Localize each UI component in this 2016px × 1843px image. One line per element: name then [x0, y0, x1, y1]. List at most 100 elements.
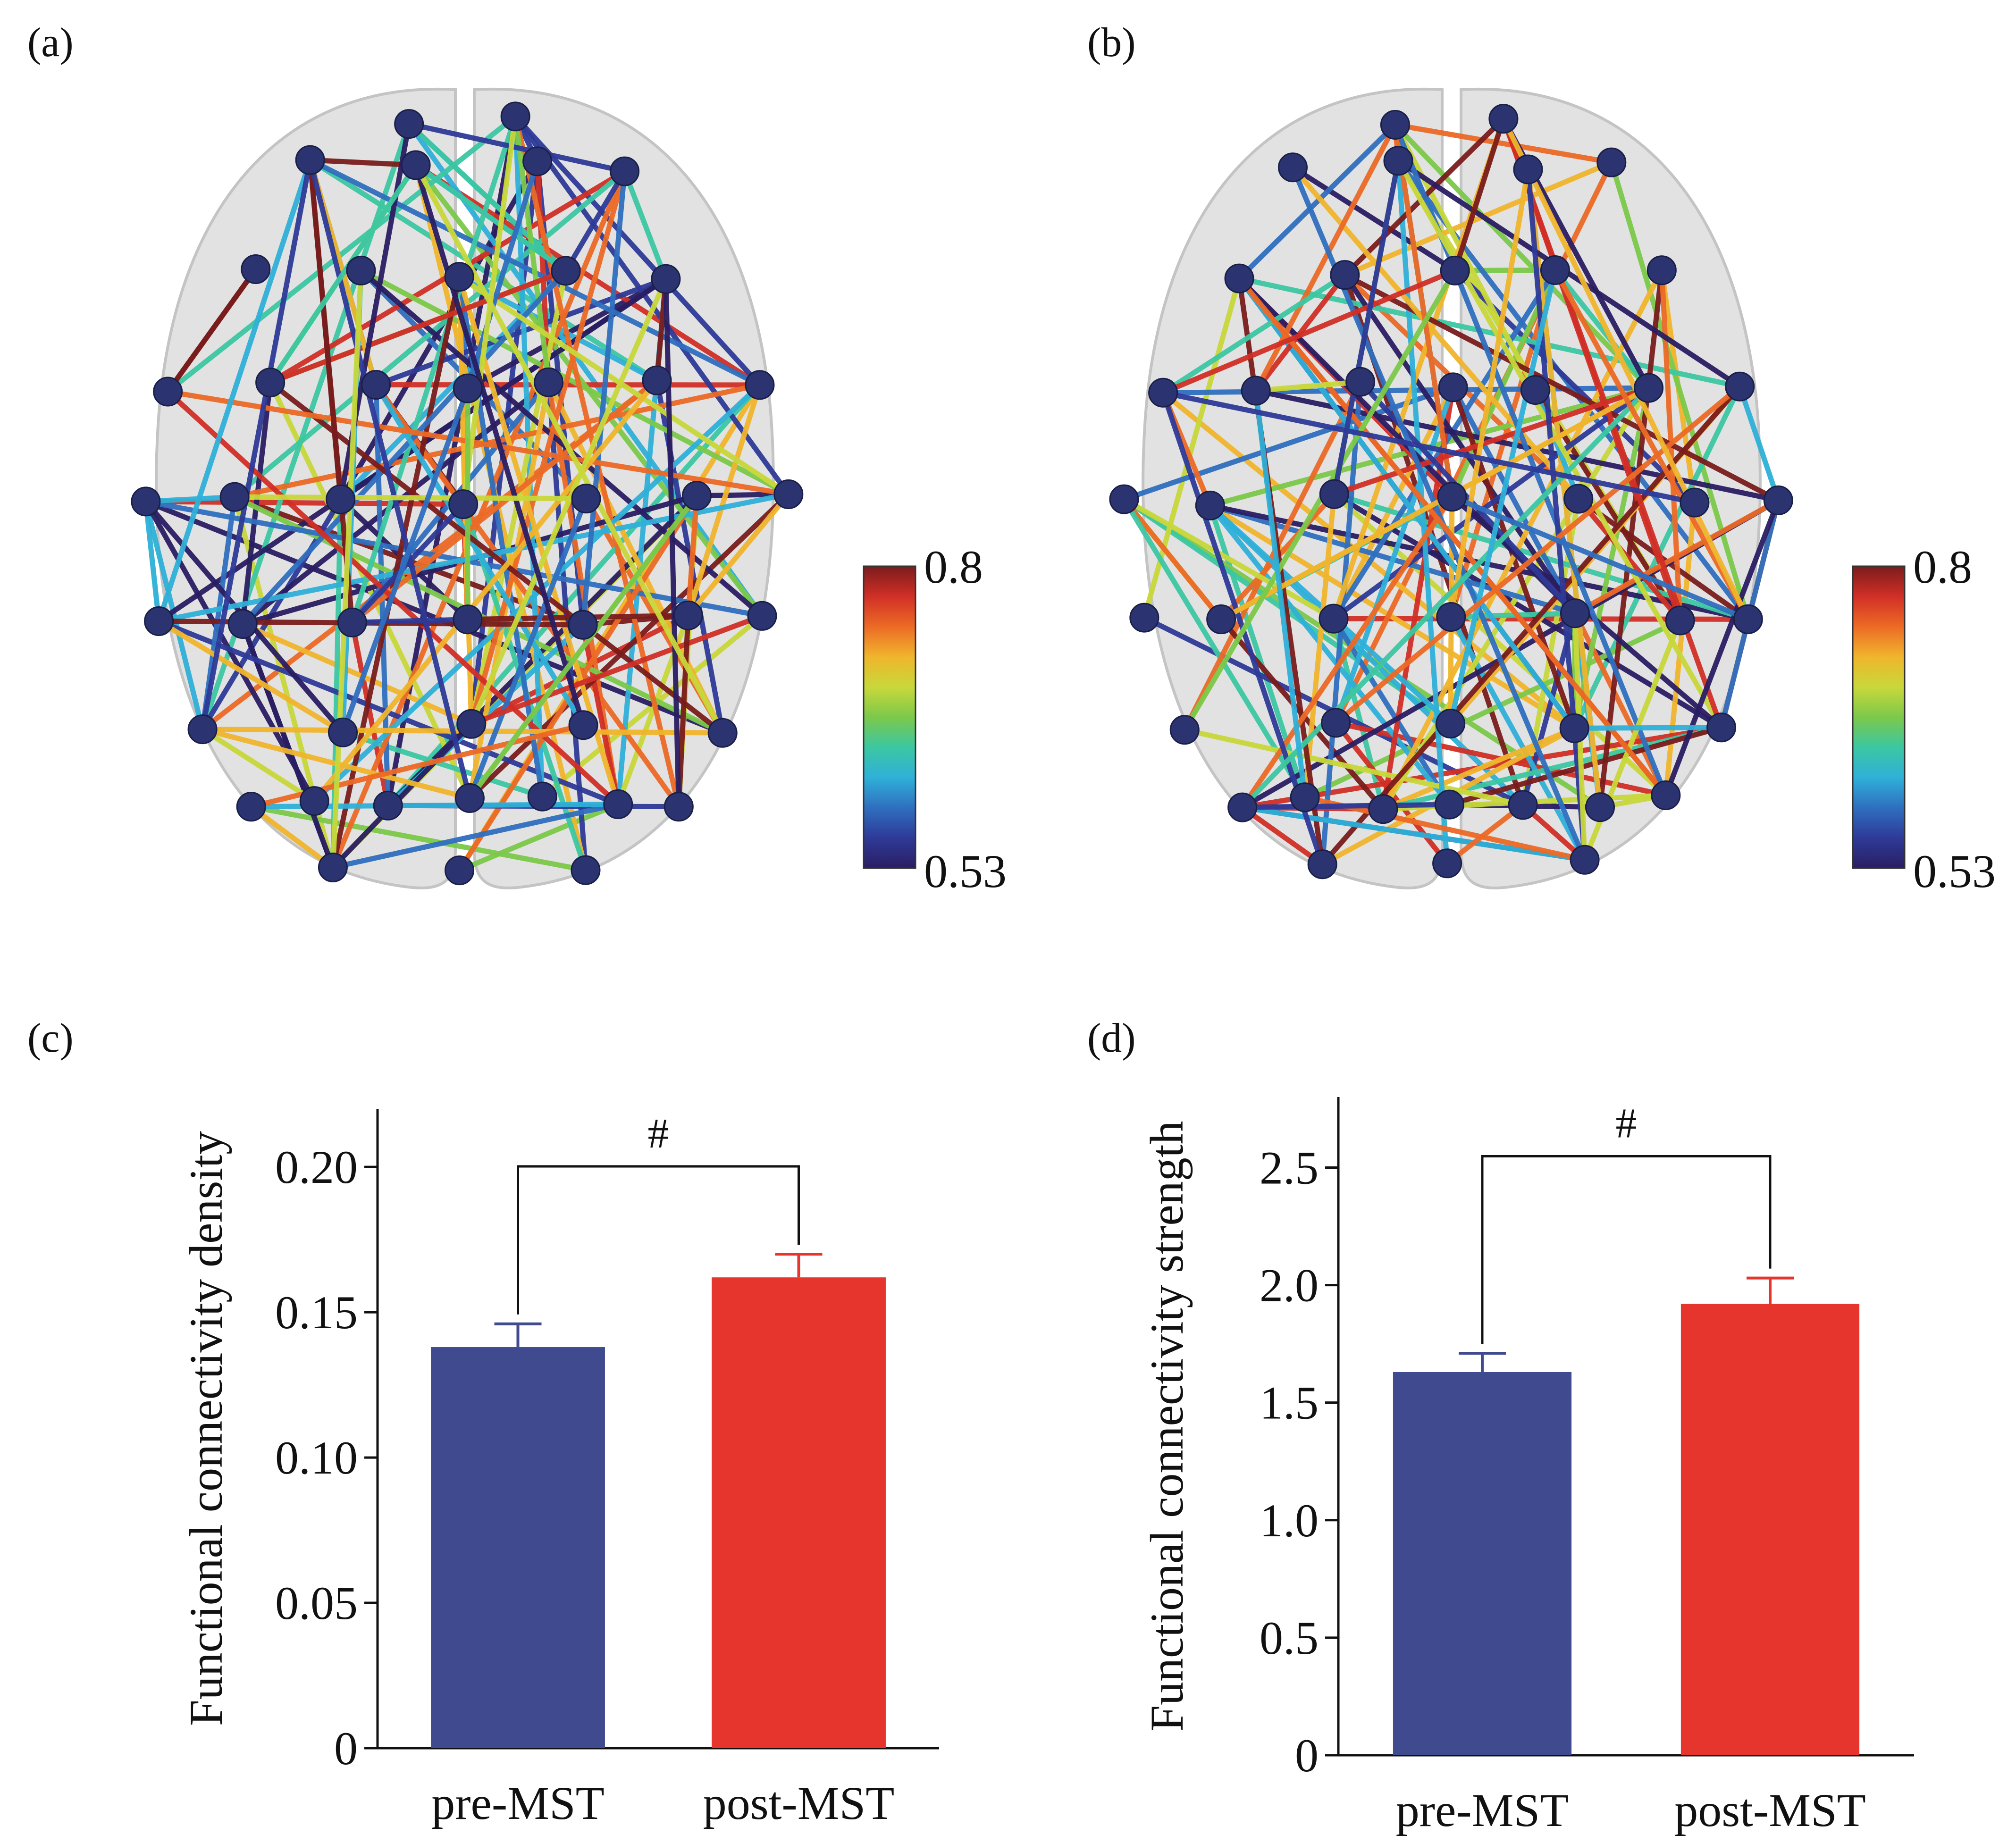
connection-edge	[467, 493, 699, 801]
connection-edge	[1449, 494, 1751, 622]
y-tick-label: 2.5	[1260, 1141, 1319, 1194]
connection-edge	[1240, 804, 1325, 867]
network-node	[1277, 152, 1308, 183]
network-node	[187, 714, 218, 745]
connection-edge	[200, 157, 313, 732]
connection-edge	[1448, 611, 1578, 620]
connection-edge	[1342, 159, 1614, 278]
connection-edge	[1290, 165, 1458, 273]
network-node	[1513, 154, 1543, 184]
network-node	[219, 482, 250, 512]
network-node	[1169, 715, 1200, 745]
connection-edge	[349, 502, 466, 625]
network-node	[1148, 377, 1178, 408]
connection-edge	[1452, 116, 1506, 273]
connection-edge	[1236, 276, 1743, 389]
network-node	[522, 146, 553, 176]
connection-edge	[1182, 727, 1526, 808]
bar-chart-strength: 0 0.5 1.0 1.5 2.0 2.5 Functional connectivity …	[1141, 1097, 1914, 1836]
connection-edge	[143, 499, 765, 619]
network-node	[1585, 792, 1615, 822]
connection-edge	[165, 389, 791, 497]
connection-edge	[1160, 272, 1348, 395]
panel-c-label: (c)	[27, 1015, 74, 1061]
network-node	[773, 479, 804, 509]
connection-edge	[165, 266, 259, 394]
connection-edge	[1571, 725, 1724, 731]
network-node	[1733, 604, 1763, 634]
connection-edge	[1240, 804, 1588, 863]
connection-edge	[1501, 116, 1751, 622]
connection-edge	[358, 268, 791, 497]
network-node	[361, 370, 391, 400]
network-node	[1436, 602, 1466, 632]
network-node	[1438, 372, 1468, 402]
network-node	[610, 156, 640, 186]
connection-edge	[1290, 165, 1581, 502]
connection-edge	[1597, 268, 1664, 810]
connection-edge	[1448, 167, 1531, 620]
connection-edge	[512, 114, 763, 388]
network-node	[401, 150, 431, 180]
network-node	[299, 786, 329, 816]
network-node	[326, 484, 356, 514]
network-node	[551, 256, 581, 286]
connection-edge	[338, 159, 540, 502]
network-node	[153, 377, 183, 407]
network-node	[1227, 792, 1258, 822]
network-node	[681, 481, 712, 511]
connection-edges	[1121, 116, 1781, 867]
network-node	[1330, 260, 1360, 290]
connection-edge	[307, 157, 660, 383]
bar-pre-mst	[1393, 1372, 1572, 1755]
network-node	[707, 718, 738, 748]
network-node	[1508, 790, 1538, 820]
connection-edge	[1121, 385, 1456, 502]
connection-edge	[406, 121, 765, 619]
significance-bracket: #	[1481, 1100, 1772, 1344]
network-node	[346, 255, 376, 285]
panel-d-label: (d)	[1087, 1015, 1136, 1061]
y-tick-label: 0.5	[1260, 1612, 1319, 1664]
colorbar-gradient	[1852, 565, 1906, 869]
network-node	[1224, 263, 1254, 293]
connection-edge	[1380, 725, 1577, 812]
significance-bracket: #	[517, 1110, 800, 1315]
network-node	[1434, 789, 1464, 820]
connection-edge	[663, 276, 681, 810]
connection-edge	[143, 499, 205, 732]
network-node	[236, 792, 266, 822]
x-tick-label: post-MST	[1674, 1784, 1866, 1836]
connection-edge	[330, 721, 474, 870]
connection-edge	[622, 168, 669, 282]
network-node	[1109, 484, 1139, 514]
connection-edge	[1448, 614, 1588, 863]
network-node	[241, 254, 271, 284]
connection-edge	[1160, 390, 1697, 505]
x-tick-label: pre-MST	[431, 1777, 605, 1829]
network-node	[1440, 255, 1470, 285]
connection-edge	[469, 276, 669, 727]
network-node	[1195, 490, 1225, 520]
y-axis-label: Functional connectivity density	[180, 1131, 232, 1726]
panel-b-label: (b)	[1087, 20, 1136, 66]
axes: 0 0.05 0.10 0.15 0.20 Functional connectivity…	[180, 1109, 939, 1775]
connection-edge	[1395, 158, 1724, 730]
connection-edge	[413, 162, 725, 736]
network-node	[673, 600, 703, 630]
connection-edge	[240, 380, 273, 627]
network-node	[1596, 147, 1627, 177]
network-node	[527, 781, 557, 812]
significance-marker: #	[1616, 1100, 1637, 1147]
network-node	[295, 145, 325, 175]
network-node	[1129, 603, 1159, 633]
network-node	[1488, 104, 1519, 134]
connection-edge	[1240, 802, 1452, 810]
network-node	[1520, 375, 1550, 405]
connection-edge	[1236, 276, 1577, 731]
connection-edge	[1609, 159, 1751, 622]
connection-edge	[349, 617, 470, 625]
connection-edge	[1450, 385, 1578, 616]
y-tick-label: 0.10	[275, 1432, 358, 1484]
connection-edge	[232, 494, 589, 502]
